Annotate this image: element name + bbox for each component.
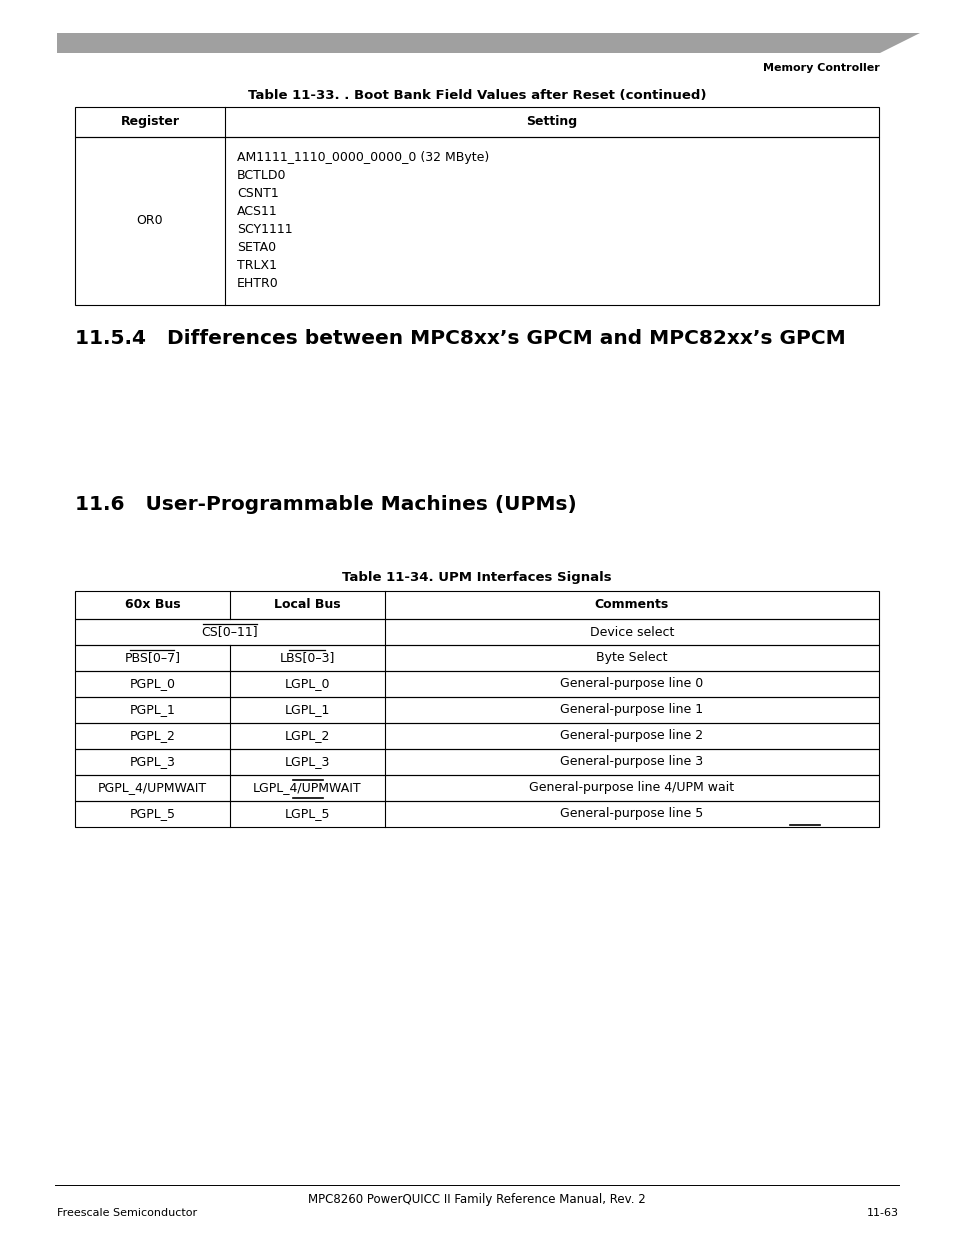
Text: LBS[0–3]: LBS[0–3] — [279, 652, 335, 664]
Text: PGPL_2: PGPL_2 — [130, 730, 175, 742]
Text: SCY1111: SCY1111 — [236, 224, 293, 236]
Text: LGPL_3: LGPL_3 — [285, 756, 330, 768]
Text: General-purpose line 1: General-purpose line 1 — [559, 704, 702, 716]
Text: TRLX1: TRLX1 — [236, 259, 276, 272]
Text: AM1111_1110_0000_0000_0 (32 MByte): AM1111_1110_0000_0000_0 (32 MByte) — [236, 151, 489, 164]
Bar — [75, 619, 878, 645]
Polygon shape — [57, 33, 919, 53]
Text: PGPL_3: PGPL_3 — [130, 756, 175, 768]
Text: Local Bus: Local Bus — [274, 599, 340, 611]
Text: General-purpose line 2: General-purpose line 2 — [559, 730, 702, 742]
Text: 11.5.4   Differences between MPC8xx’s GPCM and MPC82xx’s GPCM: 11.5.4 Differences between MPC8xx’s GPCM… — [75, 329, 845, 347]
Text: LGPL_0: LGPL_0 — [284, 678, 330, 690]
Text: Setting: Setting — [526, 116, 577, 128]
Bar — [75, 748, 878, 776]
Text: OR0: OR0 — [136, 215, 163, 227]
Text: PBS[0–7]: PBS[0–7] — [125, 652, 180, 664]
Text: General-purpose line 5: General-purpose line 5 — [559, 808, 703, 820]
Text: CS[0–11]: CS[0–11] — [201, 625, 258, 638]
Text: Device select: Device select — [589, 625, 674, 638]
Text: PGPL_4/UPMWAIT: PGPL_4/UPMWAIT — [98, 782, 207, 794]
Bar — [75, 802, 878, 827]
Bar — [75, 671, 878, 697]
Bar — [75, 722, 878, 748]
Text: 60x Bus: 60x Bus — [125, 599, 180, 611]
Text: LGPL_1: LGPL_1 — [285, 704, 330, 716]
Text: PGPL_1: PGPL_1 — [130, 704, 175, 716]
Bar — [75, 697, 878, 722]
Text: SETA0: SETA0 — [236, 241, 275, 254]
Bar — [75, 645, 878, 671]
Bar — [75, 107, 878, 137]
Text: General-purpose line 3: General-purpose line 3 — [559, 756, 702, 768]
Bar — [75, 592, 878, 619]
Bar — [75, 137, 878, 305]
Text: LGPL_2: LGPL_2 — [285, 730, 330, 742]
Text: ACS11: ACS11 — [236, 205, 277, 219]
Text: Table 11-34. UPM Interfaces Signals: Table 11-34. UPM Interfaces Signals — [342, 572, 611, 584]
Text: Freescale Semiconductor: Freescale Semiconductor — [57, 1208, 197, 1218]
Text: 11.6   User-Programmable Machines (UPMs): 11.6 User-Programmable Machines (UPMs) — [75, 495, 577, 515]
Text: Byte Select: Byte Select — [596, 652, 667, 664]
Text: PGPL_5: PGPL_5 — [130, 808, 175, 820]
Text: 11-63: 11-63 — [866, 1208, 898, 1218]
Text: Comments: Comments — [595, 599, 668, 611]
Text: PGPL_0: PGPL_0 — [130, 678, 175, 690]
Text: Register: Register — [120, 116, 179, 128]
Text: Memory Controller: Memory Controller — [762, 63, 879, 73]
Text: Table 11-33. . Boot Bank Field Values after Reset (continued): Table 11-33. . Boot Bank Field Values af… — [248, 89, 705, 101]
Text: LGPL_5: LGPL_5 — [284, 808, 330, 820]
Text: General-purpose line 4/UPM wait: General-purpose line 4/UPM wait — [529, 782, 734, 794]
Text: BCTLD0: BCTLD0 — [236, 169, 286, 182]
Text: MPC8260 PowerQUICC II Family Reference Manual, Rev. 2: MPC8260 PowerQUICC II Family Reference M… — [308, 1193, 645, 1205]
Text: EHTR0: EHTR0 — [236, 277, 278, 290]
Text: CSNT1: CSNT1 — [236, 186, 278, 200]
Bar — [75, 776, 878, 802]
Text: LGPL_4/UPMWAIT: LGPL_4/UPMWAIT — [253, 782, 361, 794]
Text: General-purpose line 0: General-purpose line 0 — [559, 678, 703, 690]
